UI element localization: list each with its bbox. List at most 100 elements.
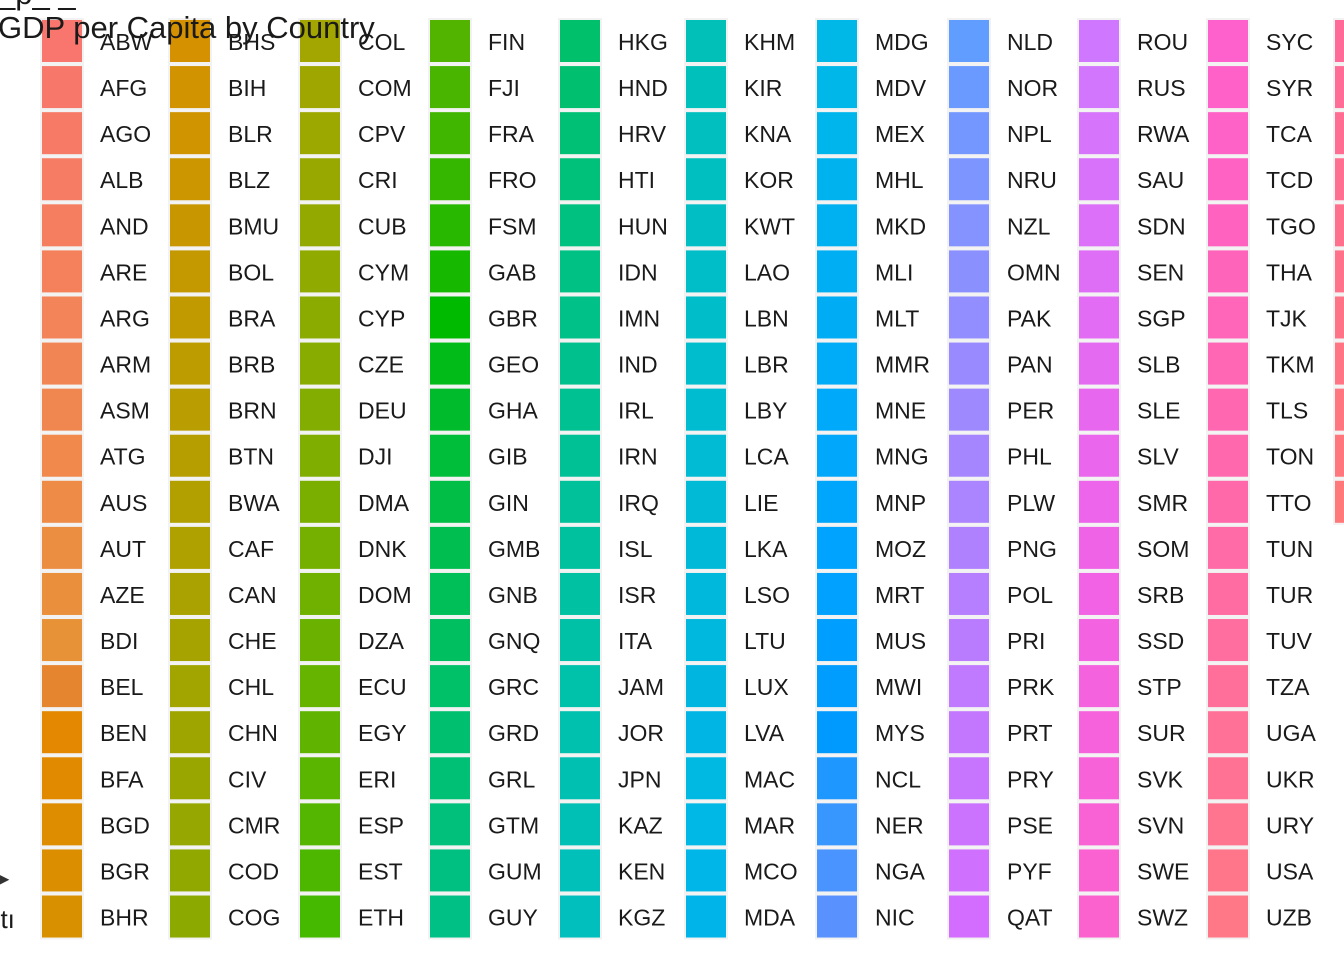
legend-label: LTU: [744, 628, 786, 654]
legend-swatch: [949, 803, 989, 846]
legend-label: BIH: [228, 75, 266, 101]
legend-label: ETH: [358, 905, 404, 931]
legend-label: SRB: [1137, 582, 1184, 608]
legend-label: ARM: [100, 352, 151, 378]
legend-label: SLV: [1137, 444, 1179, 470]
legend-swatch: [560, 526, 600, 569]
legend-swatch: [817, 296, 857, 339]
legend-swatch: [949, 204, 989, 247]
legend-swatch: [817, 250, 857, 293]
legend-label: ROU: [1137, 29, 1188, 55]
legend-label: URY: [1266, 812, 1314, 838]
legend-swatch: [430, 250, 470, 293]
legend-label: CPV: [358, 121, 406, 147]
legend-label: DEU: [358, 398, 407, 424]
legend-swatch: [560, 20, 600, 62]
legend-label: ESP: [358, 812, 404, 838]
legend-swatch: [42, 757, 82, 800]
legend-label: LBY: [744, 398, 787, 424]
legend-label: COG: [228, 905, 280, 931]
legend-swatch: [560, 296, 600, 339]
legend-swatch: [817, 66, 857, 109]
legend-swatch: [1079, 480, 1119, 523]
legend-label: KWT: [744, 213, 795, 239]
legend-swatch: [686, 20, 726, 62]
legend-swatch: [1208, 619, 1248, 662]
legend-swatch: [430, 895, 470, 938]
legend-label: CAF: [228, 536, 274, 562]
legend-label: DOM: [358, 582, 412, 608]
legend-swatch: [300, 711, 340, 754]
legend-swatch: [42, 803, 82, 846]
legend-swatch: [686, 757, 726, 800]
legend-label: FIN: [488, 29, 525, 55]
legend-swatch: [170, 711, 210, 754]
legend-label: GHA: [488, 398, 539, 424]
legend-column: BHS BIH BLR BLZ BMU BOL BRA BRB BRN BTN BWA CAF CAN C…: [168, 18, 280, 940]
legend-label: MDG: [875, 29, 929, 55]
legend-label: MCO: [744, 858, 798, 884]
legend-swatch: [560, 388, 600, 431]
legend-swatch: [170, 757, 210, 800]
legend-swatch: [817, 158, 857, 201]
legend-swatch: [949, 66, 989, 109]
legend-label: KOR: [744, 167, 794, 193]
legend-label: NZL: [1007, 213, 1051, 239]
legend-swatch: [686, 296, 726, 339]
legend-swatch: [1335, 388, 1344, 431]
legend-label: LAO: [744, 259, 790, 285]
legend-swatch: [560, 434, 600, 477]
legend-label: BGD: [100, 812, 150, 838]
legend-swatch: [1208, 250, 1248, 293]
legend-swatch: [560, 572, 600, 615]
legend-swatch: [560, 158, 600, 201]
legend-swatch: [42, 849, 82, 892]
legend-label: PRY: [1007, 766, 1054, 792]
legend-label: TKM: [1266, 352, 1315, 378]
legend-swatch: [170, 158, 210, 201]
legend-label: CHE: [228, 628, 277, 654]
legend-swatch: [949, 112, 989, 155]
legend-label: BRB: [228, 352, 275, 378]
legend-label: SVK: [1137, 766, 1184, 792]
legend-swatch: [430, 20, 470, 62]
legend-label: MNG: [875, 444, 929, 470]
legend-swatch: [949, 757, 989, 800]
legend-label: ISR: [618, 582, 656, 608]
legend-swatch: [1079, 803, 1119, 846]
legend-swatch: [170, 849, 210, 892]
legend-label: SLB: [1137, 352, 1180, 378]
legend-label: HUN: [618, 213, 668, 239]
legend-label: UGA: [1266, 720, 1317, 746]
legend-label: NER: [875, 812, 924, 838]
legend-swatch: [430, 112, 470, 155]
legend-swatch: [1079, 572, 1119, 615]
legend-swatch: [817, 572, 857, 615]
legend-label: GTM: [488, 812, 539, 838]
legend-label: PLW: [1007, 490, 1055, 516]
legend-swatch: [817, 665, 857, 708]
legend-label: ARE: [100, 259, 147, 285]
legend-label: MAC: [744, 766, 795, 792]
legend-swatch: [1079, 158, 1119, 201]
legend-swatch: [1335, 66, 1344, 109]
legend-label: AGO: [100, 121, 151, 147]
clipped-text-fragment: _p_ _: [0, 0, 76, 12]
legend-label: GEO: [488, 352, 539, 378]
legend-label: IRL: [618, 398, 654, 424]
legend-swatch: [686, 619, 726, 662]
legend-label: BTN: [228, 444, 274, 470]
legend-label: SOM: [1137, 536, 1189, 562]
legend-label: IRN: [618, 444, 658, 470]
legend-label: PAK: [1007, 305, 1052, 331]
legend-label: EGY: [358, 720, 407, 746]
legend-label: KNA: [744, 121, 792, 147]
legend-swatch: [42, 112, 82, 155]
legend-swatch: [1208, 66, 1248, 109]
legend-label: THA: [1266, 259, 1313, 285]
legend-swatch: [560, 803, 600, 846]
legend-swatch: [430, 66, 470, 109]
legend-label: RUS: [1137, 75, 1186, 101]
legend-label: PRK: [1007, 674, 1055, 700]
